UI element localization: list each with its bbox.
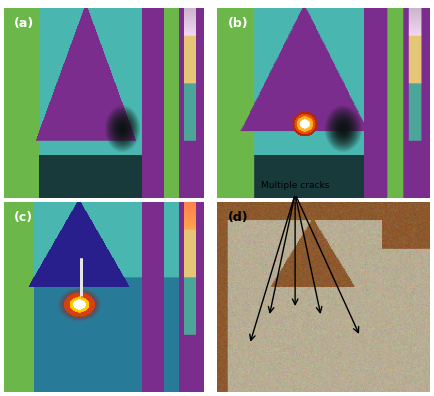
Text: (c): (c) [14, 211, 33, 225]
Text: (d): (d) [228, 211, 248, 225]
Text: (a): (a) [14, 17, 35, 30]
Text: Multiple cracks: Multiple cracks [261, 181, 329, 190]
Text: (b): (b) [228, 17, 248, 30]
